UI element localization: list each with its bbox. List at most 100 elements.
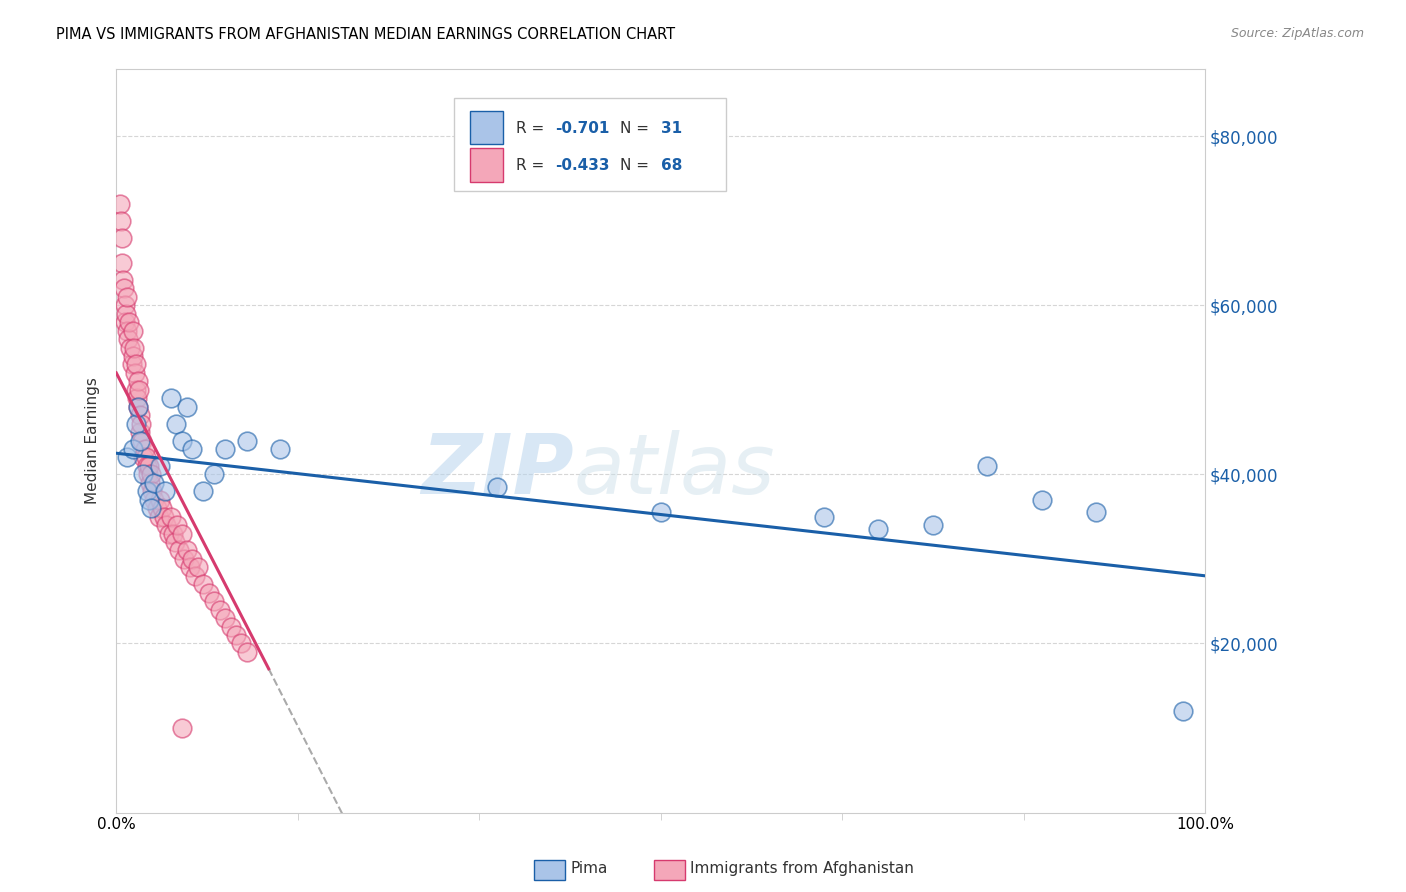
Point: [108, 196, 131, 211]
Point: [155, 484, 177, 499]
Point: [170, 721, 193, 735]
Text: R =: R =: [516, 120, 548, 136]
Text: 68: 68: [661, 158, 682, 173]
Point: [115, 450, 138, 465]
Point: [921, 518, 943, 533]
Point: [131, 417, 153, 431]
Point: [139, 501, 162, 516]
Point: [236, 645, 259, 659]
Point: [231, 636, 253, 650]
Point: [150, 501, 173, 516]
Point: [208, 602, 231, 616]
Point: [139, 475, 162, 490]
Point: [176, 543, 198, 558]
Point: [155, 518, 177, 533]
Point: [183, 569, 205, 583]
Point: [176, 400, 198, 414]
Point: [1085, 505, 1108, 519]
Point: [179, 560, 201, 574]
Point: [138, 492, 160, 507]
Point: [225, 628, 247, 642]
Point: [269, 442, 291, 456]
Point: [115, 290, 138, 304]
Point: [114, 298, 136, 312]
Point: [110, 213, 132, 227]
Text: ZIP: ZIP: [420, 430, 574, 511]
Text: Pima: Pima: [571, 862, 609, 876]
Point: [153, 509, 176, 524]
FancyBboxPatch shape: [454, 98, 725, 191]
Text: PIMA VS IMMIGRANTS FROM AFGHANISTAN MEDIAN EARNINGS CORRELATION CHART: PIMA VS IMMIGRANTS FROM AFGHANISTAN MEDI…: [56, 27, 675, 42]
Point: [143, 475, 166, 490]
Point: [135, 450, 157, 465]
Point: [1173, 704, 1195, 718]
Y-axis label: Median Earnings: Median Earnings: [86, 377, 100, 504]
Point: [115, 324, 138, 338]
Text: R =: R =: [516, 158, 548, 173]
Point: [128, 383, 150, 397]
Point: [236, 434, 259, 448]
Point: [121, 324, 143, 338]
Point: [129, 425, 152, 439]
Point: [132, 450, 155, 465]
Point: [181, 442, 204, 456]
Point: [187, 560, 209, 574]
Point: [127, 375, 149, 389]
Point: [170, 434, 193, 448]
Point: [219, 619, 242, 633]
Text: -0.433: -0.433: [555, 158, 610, 173]
Point: [486, 480, 509, 494]
Point: [114, 315, 136, 329]
Point: [1031, 492, 1053, 507]
FancyBboxPatch shape: [470, 111, 503, 145]
Point: [169, 543, 191, 558]
Point: [112, 281, 135, 295]
Point: [148, 509, 170, 524]
Point: [145, 501, 167, 516]
Point: [139, 467, 162, 482]
Point: [214, 611, 236, 625]
Point: [143, 492, 166, 507]
Point: [121, 442, 143, 456]
Point: [214, 442, 236, 456]
Point: [121, 349, 143, 363]
Text: 31: 31: [661, 120, 682, 136]
Point: [120, 341, 142, 355]
Text: Immigrants from Afghanistan: Immigrants from Afghanistan: [690, 862, 914, 876]
Point: [129, 434, 152, 448]
Text: Source: ZipAtlas.com: Source: ZipAtlas.com: [1230, 27, 1364, 40]
Point: [976, 458, 998, 473]
Point: [125, 391, 148, 405]
Point: [181, 552, 204, 566]
Point: [165, 417, 187, 431]
Point: [125, 358, 148, 372]
Point: [131, 434, 153, 448]
Point: [149, 492, 172, 507]
Point: [813, 509, 835, 524]
Point: [127, 400, 149, 414]
Point: [141, 484, 163, 499]
Point: [124, 366, 146, 380]
Point: [135, 484, 157, 499]
Point: [202, 467, 225, 482]
Point: [149, 458, 172, 473]
Point: [111, 230, 134, 244]
Point: [121, 358, 143, 372]
Point: [650, 505, 672, 519]
Text: atlas: atlas: [574, 430, 775, 511]
Point: [111, 273, 134, 287]
Point: [122, 341, 145, 355]
Text: N =: N =: [620, 158, 654, 173]
Text: -0.701: -0.701: [555, 120, 609, 136]
Point: [138, 458, 160, 473]
Point: [132, 467, 155, 482]
Point: [157, 526, 180, 541]
Point: [125, 417, 148, 431]
Text: N =: N =: [620, 120, 654, 136]
Point: [868, 522, 890, 536]
Point: [111, 256, 134, 270]
Point: [134, 442, 156, 456]
Point: [159, 391, 181, 405]
Point: [165, 535, 187, 549]
Point: [202, 594, 225, 608]
